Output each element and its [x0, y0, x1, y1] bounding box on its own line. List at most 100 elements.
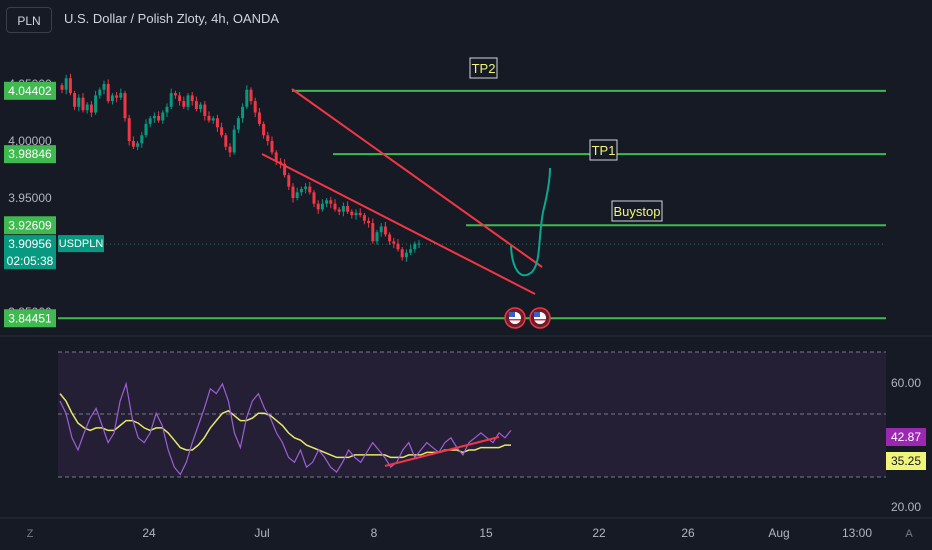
candle-body — [136, 143, 140, 147]
candle-body — [199, 104, 203, 110]
candle-body — [68, 78, 72, 94]
chart-title: U.S. Dollar / Polish Zloty, 4h, OANDA — [64, 11, 280, 26]
candle-body — [295, 192, 299, 198]
candle-body — [119, 93, 123, 98]
rsi-ma-badge: 35.25 — [886, 452, 926, 470]
candle-body — [169, 93, 173, 107]
time-tick-label: 26 — [681, 526, 695, 540]
time-axis[interactable]: 24 Jul 8 15 22 26 Aug 13:00 — [142, 526, 872, 540]
time-tick-label: 13:00 — [842, 526, 872, 540]
candle-body — [409, 249, 413, 253]
symbol-badge-text: USDPLN — [59, 238, 104, 250]
level-badge-text: 3.84451 — [8, 311, 52, 325]
candle-body — [375, 232, 379, 242]
candle-body — [266, 135, 270, 141]
buystop-label-text: Buystop — [614, 204, 661, 219]
candle-body — [123, 93, 127, 119]
candle-body — [106, 84, 110, 102]
candle-body — [413, 243, 417, 250]
candle-body — [400, 249, 404, 258]
candle-body — [81, 97, 85, 111]
rsi-line — [59, 381, 512, 476]
symbol-button[interactable]: PLN — [6, 7, 52, 33]
candle-body — [299, 188, 303, 193]
candle-body — [173, 93, 177, 96]
candle-body — [152, 115, 156, 119]
tp1-label[interactable]: TP1 — [589, 139, 618, 161]
candle-body — [148, 118, 152, 124]
price-level-badges: 4.04402 3.98846 3.92609 3.84451 — [4, 81, 56, 328]
candle-body — [232, 129, 236, 153]
channel-lower-line — [261, 153, 536, 295]
time-tick-label: Aug — [768, 526, 789, 540]
candle-body — [165, 106, 169, 113]
candle-body — [404, 252, 408, 258]
candle-body — [236, 118, 240, 130]
time-tick-label: 8 — [371, 526, 378, 540]
candle-body — [77, 97, 81, 107]
candle-body — [140, 135, 144, 144]
time-tick-label: Jul — [254, 526, 269, 540]
us-event-icon-2[interactable] — [529, 307, 551, 329]
tp1-label-text: TP1 — [592, 143, 616, 158]
candle-body — [85, 104, 89, 111]
buystop-label[interactable]: Buystop — [611, 200, 663, 222]
candle-body — [341, 205, 345, 212]
candle-body — [371, 223, 375, 242]
candle-body — [211, 118, 215, 121]
level-badge — [4, 145, 56, 164]
auto-scale-icon[interactable]: A — [905, 528, 913, 540]
candle-body — [253, 101, 257, 113]
candle-body — [215, 118, 219, 128]
candle-body — [257, 112, 261, 124]
candle-body — [383, 226, 387, 235]
candle-body — [94, 95, 98, 113]
candle-body — [354, 212, 358, 216]
candle-body — [182, 101, 186, 107]
candle-body — [110, 95, 114, 102]
candle-body — [291, 186, 295, 198]
timezone-icon[interactable]: Z — [27, 528, 34, 540]
current-price-badge: 3.90956 02:05:38 USDPLN — [4, 235, 104, 270]
candle-body — [203, 104, 207, 116]
candle-body — [73, 93, 77, 107]
candle-body — [270, 141, 274, 153]
level-badge — [4, 216, 56, 235]
candle-body — [64, 78, 68, 90]
candle-body — [190, 95, 194, 102]
rsi-divergence-line — [384, 436, 500, 467]
candle-body — [358, 212, 362, 216]
tp2-label-text: TP2 — [472, 61, 496, 76]
candle-body — [350, 211, 354, 216]
candle-body — [98, 89, 102, 96]
candle-body — [245, 89, 249, 107]
rsi-value-badge: 42.87 — [886, 428, 926, 446]
level-badge-text: 3.98846 — [8, 147, 52, 161]
candle-body — [333, 203, 337, 210]
candle-body — [228, 146, 232, 153]
level-badge — [4, 309, 56, 328]
current-price-text: 3.90956 — [8, 237, 52, 251]
candle-body — [224, 135, 228, 147]
candle-body — [161, 112, 165, 121]
candle-body — [283, 163, 287, 176]
candle-body — [312, 192, 316, 204]
candle-body — [388, 234, 392, 242]
candle-body — [178, 95, 182, 102]
rsi-ma-value-text: 35.25 — [891, 454, 921, 468]
tp2-label[interactable]: TP2 — [469, 57, 498, 79]
candle-body — [207, 115, 211, 121]
candle-body — [362, 215, 366, 221]
candle-body — [249, 89, 253, 102]
candle-body — [131, 141, 135, 147]
candle-body — [194, 101, 198, 110]
price-tick-label: 4.00000 — [8, 134, 52, 148]
us-event-icon-1[interactable] — [504, 307, 526, 329]
candle-body — [320, 203, 324, 210]
candle-body — [262, 123, 266, 136]
candle-body — [220, 127, 224, 136]
price-tick-label: 3.95000 — [8, 191, 52, 205]
